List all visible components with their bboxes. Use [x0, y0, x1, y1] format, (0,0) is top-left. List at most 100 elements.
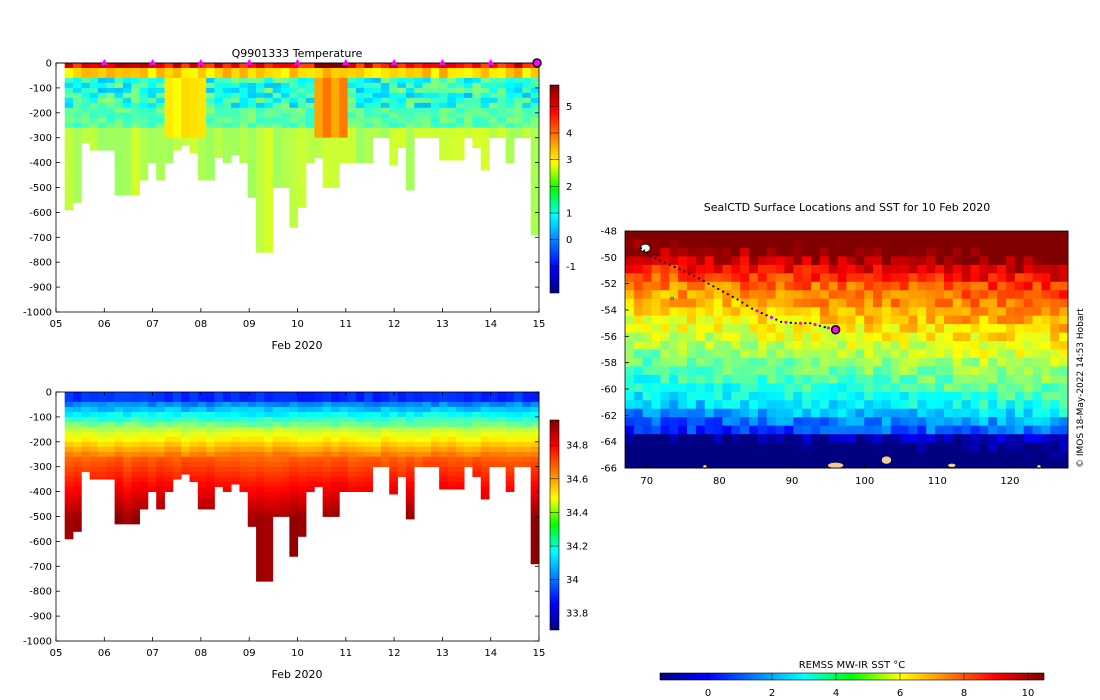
sst-cell	[864, 366, 874, 376]
sst-cell	[660, 408, 670, 418]
sst-cell	[970, 332, 980, 342]
sst-cell	[687, 451, 697, 461]
temperature-cell	[347, 127, 357, 134]
salinity-cell	[389, 392, 398, 398]
salinity-cell	[372, 392, 382, 398]
sst-cell	[651, 459, 661, 469]
salinity-cell	[214, 392, 224, 398]
salinity-cell	[256, 441, 265, 448]
temperature-cell	[472, 92, 482, 99]
temperature-cell	[147, 97, 157, 104]
salinity-cell	[405, 516, 415, 520]
salinity-cell	[439, 476, 448, 483]
sst-cell	[802, 434, 812, 444]
temperature-cell	[172, 117, 182, 124]
sst-cell	[713, 324, 723, 334]
sst-cell	[749, 264, 759, 274]
temperature-cell	[430, 122, 440, 129]
salinity-cell	[89, 461, 99, 468]
sst-cell	[935, 374, 945, 384]
temperature-cell	[172, 147, 182, 151]
sst-cell	[1023, 239, 1034, 249]
sst-cell	[687, 247, 697, 257]
temperature-cell	[256, 177, 265, 183]
temperature-cell	[289, 202, 299, 208]
salinity-cell	[330, 401, 340, 408]
salinity-cell	[114, 476, 124, 483]
salinity-cell	[214, 431, 224, 438]
sst-cell	[1050, 408, 1060, 418]
temperature-cell	[131, 127, 140, 134]
salinity-cell	[89, 466, 99, 473]
sst-cell	[1014, 357, 1025, 367]
salinity-cell	[322, 486, 332, 492]
temperature-cell	[330, 97, 340, 104]
temperature-cell	[222, 63, 232, 69]
salinity-cell	[81, 466, 91, 473]
temperature-cell	[497, 92, 507, 99]
sst-cell	[722, 247, 732, 257]
sst-cell	[757, 442, 768, 452]
temperature-cell	[530, 137, 540, 144]
temperature-cell	[73, 117, 82, 124]
temperature-cell	[289, 167, 299, 173]
temperature-cell	[472, 87, 482, 94]
sst-cell	[660, 281, 670, 291]
salinity-cell	[505, 421, 515, 428]
salinity-cell	[156, 421, 165, 428]
temperature-cell	[505, 147, 515, 154]
salinity-cell	[89, 471, 99, 478]
sst-cell	[713, 332, 723, 342]
salinity-cell	[147, 421, 157, 428]
temperature-cell	[122, 132, 132, 139]
sst-cell	[704, 400, 715, 410]
salinity-cell	[289, 431, 299, 438]
salinity-cell	[464, 401, 473, 408]
sst-cell	[908, 239, 918, 249]
sst-cell	[757, 383, 768, 393]
sst-cell	[917, 332, 927, 342]
temperature-cell	[422, 122, 432, 129]
salinity-cell	[239, 451, 249, 458]
temperature-cell	[347, 82, 357, 89]
salinity-cell	[355, 396, 365, 403]
sst-cell	[935, 315, 945, 325]
temperature-cell	[330, 92, 340, 99]
temperature-cell	[297, 92, 307, 99]
sst-cell	[970, 307, 980, 317]
sst-cell	[1050, 298, 1060, 308]
salinity-cell	[347, 431, 357, 438]
temperature-cell	[139, 107, 149, 114]
sst-cell	[988, 256, 998, 266]
salinity-cell	[147, 456, 157, 463]
temperature-cell	[122, 67, 132, 74]
temperature-cell	[139, 127, 149, 134]
sst-cell	[811, 425, 821, 435]
sst-cell	[864, 434, 874, 444]
sst-cell	[881, 366, 892, 376]
sst-cell	[819, 264, 830, 274]
sst-cell	[793, 281, 803, 291]
temperature-cell	[330, 137, 340, 144]
sst-cell	[961, 366, 972, 376]
salinity-cell	[172, 411, 182, 418]
temperature-cell	[156, 142, 165, 149]
salinity-cell	[364, 466, 373, 473]
sst-cell	[926, 341, 936, 350]
sst-cell	[669, 459, 679, 469]
salinity-cell	[514, 431, 523, 438]
salinity-cell	[530, 491, 540, 497]
temperature-cell	[81, 132, 91, 139]
sst-cell	[811, 442, 821, 452]
temperature-cell	[405, 87, 415, 94]
temperature-cell	[231, 142, 240, 149]
temperature-cell	[339, 92, 349, 99]
sst-cell	[1050, 434, 1060, 444]
salinity-cell	[339, 416, 349, 423]
temperature-cell	[322, 107, 332, 114]
sst-cell	[997, 341, 1007, 350]
salinity-cell	[272, 421, 282, 428]
temperature-cell	[214, 117, 224, 124]
sst-cell	[917, 383, 927, 393]
salinity-cell	[156, 491, 165, 497]
